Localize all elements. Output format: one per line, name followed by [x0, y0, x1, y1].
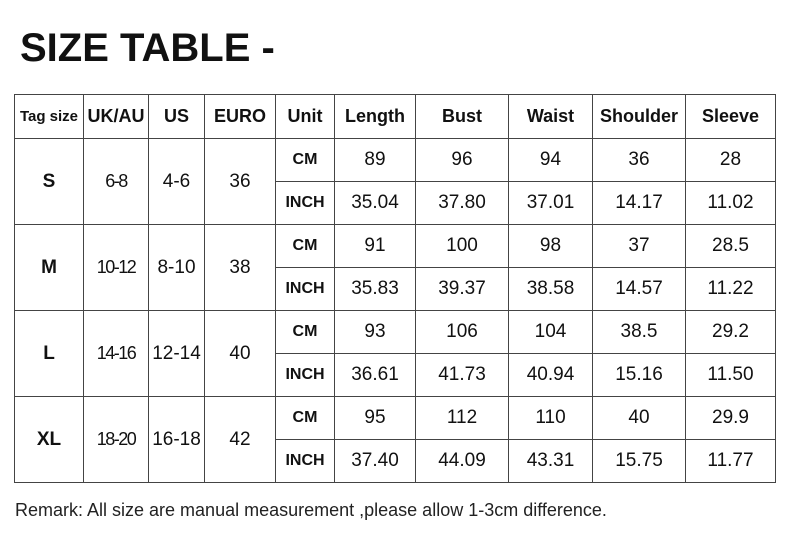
unit-cell: CM [275, 224, 335, 268]
measurement-cell: 104 [508, 310, 593, 354]
us-cell: 16-18 [148, 396, 205, 483]
remark-text: Remark: All size are manual measurement … [15, 500, 607, 520]
unit-cell: CM [275, 138, 335, 182]
measurement-cell: 100 [415, 224, 509, 268]
measurement-cell: 15.16 [592, 353, 686, 397]
measurement-cell: 35.83 [334, 267, 416, 311]
measurement-cell: 38.5 [592, 310, 686, 354]
measurement-cell: 11.77 [685, 439, 776, 483]
measurement-cell: 28 [685, 138, 776, 182]
column-header: Waist [508, 94, 593, 139]
measurement-cell: 93 [334, 310, 416, 354]
measurement-cell: 11.22 [685, 267, 776, 311]
measurement-cell: 40.94 [508, 353, 593, 397]
uk-au-cell: 18-20 [83, 396, 149, 483]
column-header: Sleeve [685, 94, 776, 139]
measurement-cell: 106 [415, 310, 509, 354]
measurement-cell: 112 [415, 396, 509, 440]
column-header: UK/AU [83, 94, 149, 139]
unit-cell: CM [275, 396, 335, 440]
unit-cell: INCH [275, 439, 335, 483]
unit-cell: INCH [275, 267, 335, 311]
size-table: Tag size UK/AU US EURO Unit Length Bust Waist Sh… [14, 94, 776, 483]
measurement-cell: 11.02 [685, 181, 776, 225]
measurement-cell: 35.04 [334, 181, 416, 225]
measurement-cell: 14.17 [592, 181, 686, 225]
measurement-cell: 43.31 [508, 439, 593, 483]
column-header: Length [334, 94, 416, 139]
measurement-cell: 94 [508, 138, 593, 182]
column-header: Unit [275, 94, 335, 139]
table-row: XL 18-20 16-18 42 CM 95 112 110 40 29.9 [14, 396, 776, 483]
measurement-cell: 29.2 [685, 310, 776, 354]
measurement-cell: 36 [592, 138, 686, 182]
column-header: EURO [204, 94, 276, 139]
table-row: INCH 36.61 41.73 40.94 15.16 11.50 [15, 353, 776, 397]
measurement-cell: 95 [334, 396, 416, 440]
euro-cell: 36 [204, 138, 276, 225]
table-row: L 14-16 12-14 40 CM 93 106 104 38.5 29.2 [14, 310, 776, 397]
measurement-cell: 37.01 [508, 181, 593, 225]
measurement-cell: 89 [334, 138, 416, 182]
measurement-cell: 37.40 [334, 439, 416, 483]
euro-cell: 40 [204, 310, 276, 397]
measurement-cell: 38.58 [508, 267, 593, 311]
table-row: INCH 35.83 39.37 38.58 14.57 11.22 [15, 267, 776, 311]
measurement-cell: 29.9 [685, 396, 776, 440]
table-row: S 6-8 4-6 36 CM 89 96 94 36 28 [14, 138, 776, 225]
tag-size-cell: S [14, 138, 84, 225]
measurement-cell: 91 [334, 224, 416, 268]
measurement-cell: 40 [592, 396, 686, 440]
measurement-cell: 110 [508, 396, 593, 440]
measurement-cell: 15.75 [592, 439, 686, 483]
measurement-cell: 11.50 [685, 353, 776, 397]
tag-size-cell: L [14, 310, 84, 397]
table-row: INCH 37.40 44.09 43.31 15.75 11.77 [15, 439, 776, 483]
table-row: INCH 35.04 37.80 37.01 14.17 11.02 [15, 181, 776, 225]
tag-size-cell: M [14, 224, 84, 311]
us-cell: 8-10 [148, 224, 205, 311]
euro-cell: 42 [204, 396, 276, 483]
unit-cell: INCH [275, 353, 335, 397]
measurement-cell: 37 [592, 224, 686, 268]
measurement-cell: 28.5 [685, 224, 776, 268]
uk-au-cell: 10-12 [83, 224, 149, 311]
uk-au-cell: 6-8 [83, 138, 149, 225]
column-header: Shoulder [592, 94, 686, 139]
euro-cell: 38 [204, 224, 276, 311]
column-header: US [148, 94, 205, 139]
column-header: Bust [415, 94, 509, 139]
page-title: SIZE TABLE - [20, 26, 275, 70]
measurement-cell: 36.61 [334, 353, 416, 397]
measurement-cell: 37.80 [415, 181, 509, 225]
measurement-cell: 14.57 [592, 267, 686, 311]
us-cell: 4-6 [148, 138, 205, 225]
measurement-cell: 44.09 [415, 439, 509, 483]
measurement-cell: 39.37 [415, 267, 509, 311]
measurement-cell: 96 [415, 138, 509, 182]
table-row: M 10-12 8-10 38 CM 91 100 98 37 28.5 [14, 224, 776, 311]
measurement-cell: 98 [508, 224, 593, 268]
tag-size-cell: XL [14, 396, 84, 483]
uk-au-cell: 14-16 [83, 310, 149, 397]
unit-cell: INCH [275, 181, 335, 225]
measurement-cell: 41.73 [415, 353, 509, 397]
column-header: Tag size [14, 94, 84, 139]
header-row: Tag size UK/AU US EURO Unit Length Bust Waist Sh… [14, 94, 776, 139]
us-cell: 12-14 [148, 310, 205, 397]
unit-cell: CM [275, 310, 335, 354]
